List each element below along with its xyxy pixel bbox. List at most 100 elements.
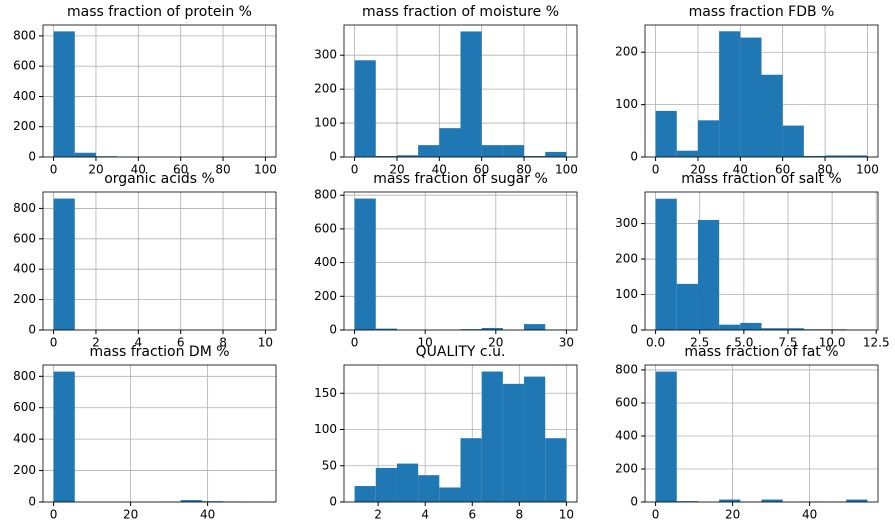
x-tick-label: 6	[177, 336, 185, 350]
chart-title: mass fraction of protein %	[67, 4, 252, 20]
histogram-bar	[460, 329, 482, 330]
y-tick-label: 400	[314, 255, 337, 269]
histogram-bar	[803, 155, 826, 157]
histogram-bar	[782, 125, 804, 157]
x-tick-label: 60	[474, 163, 489, 177]
x-tick-label: 12.5	[863, 336, 890, 350]
histogram-bar	[439, 487, 461, 502]
x-tick-label: 40	[802, 508, 817, 522]
y-tick-label: 400	[13, 89, 36, 103]
x-tick-label: 2	[92, 336, 100, 350]
x-tick-label: 60	[775, 163, 790, 177]
axes-frame	[644, 24, 879, 158]
y-tick-label: 600	[314, 221, 337, 235]
x-tick-label: 2.5	[690, 336, 709, 350]
x-tick-label: 100	[254, 163, 277, 177]
x-tick-label: 4	[421, 508, 429, 522]
histogram-bar	[481, 327, 503, 330]
y-tick-label: 0	[630, 323, 638, 337]
histogram-bar	[655, 198, 677, 330]
histogram-bar	[524, 376, 546, 502]
y-tick-label: 200	[314, 82, 337, 96]
x-tick-label: 10	[559, 508, 574, 522]
y-tick-label: 0	[329, 323, 337, 337]
histogram-bar	[375, 328, 397, 330]
x-tick-label: 10	[418, 336, 433, 350]
histogram-bar	[719, 499, 741, 502]
y-tick-label: 300	[314, 48, 337, 62]
histogram-bar	[719, 324, 741, 330]
y-tick-label: 200	[314, 289, 337, 303]
y-tick-label: 300	[615, 216, 638, 230]
histogram-bar	[676, 283, 698, 330]
histogram-bar	[396, 155, 419, 157]
y-tick-label: 800	[615, 362, 638, 376]
x-tick-label: 10.0	[819, 336, 846, 350]
y-tick-label: 800	[13, 201, 36, 215]
x-tick-label: 0	[652, 508, 660, 522]
chart-title: mass fraction of fat %	[684, 344, 838, 360]
histogram-bar	[396, 463, 419, 502]
x-tick-label: 0	[652, 163, 660, 177]
histogram-bar	[676, 150, 698, 157]
histogram-bar	[375, 155, 397, 157]
x-tick-label: 0.0	[646, 336, 665, 350]
histogram-bar	[545, 151, 567, 157]
y-tick-label: 600	[13, 59, 36, 73]
x-tick-label: 40	[733, 163, 748, 177]
chart-title: mass fraction of moisture %	[362, 4, 559, 20]
x-tick-label: 8	[219, 336, 227, 350]
histogram-bar	[375, 467, 397, 502]
histogram-bar	[481, 371, 503, 502]
axes-frame	[343, 24, 578, 158]
histogram-bar	[53, 371, 75, 502]
x-tick-label: 20	[88, 163, 103, 177]
histogram-bar	[825, 155, 847, 157]
y-tick-label: 200	[13, 292, 36, 306]
x-tick-label: 4	[134, 336, 142, 350]
y-tick-label: 800	[13, 28, 36, 42]
y-tick-label: 800	[13, 369, 36, 383]
histogram-bar	[524, 324, 546, 330]
x-tick-label: 40	[131, 163, 146, 177]
x-tick-label: 0	[50, 336, 58, 350]
chart-title: mass fraction of sugar %	[373, 171, 548, 187]
y-tick-label: 200	[615, 252, 638, 266]
x-tick-label: 0	[50, 508, 58, 522]
histogram-bar	[180, 500, 202, 502]
x-tick-label: 5.0	[734, 336, 753, 350]
histogram-bar	[460, 438, 482, 502]
x-tick-label: 20	[123, 508, 138, 522]
y-tick-label: 200	[615, 45, 638, 59]
histogram-bar	[655, 371, 677, 502]
histogram-bar	[524, 155, 546, 157]
axes-frame	[644, 191, 879, 331]
chart-title: mass fraction of salt %	[681, 171, 841, 187]
x-tick-label: 7.5	[778, 336, 797, 350]
x-tick-label: 0	[351, 163, 359, 177]
x-tick-label: 2	[374, 508, 382, 522]
chart-title: QUALITY c.u.	[416, 344, 506, 360]
histogram-bar	[418, 475, 440, 502]
axes-frame	[42, 191, 277, 331]
histogram-bar	[53, 31, 75, 158]
histogram-bar	[53, 198, 75, 330]
histogram-bar	[502, 145, 525, 157]
axes-frame	[343, 191, 578, 331]
y-tick-label: 0	[630, 150, 638, 164]
y-tick-label: 100	[314, 116, 337, 130]
histogram-bar	[782, 328, 804, 330]
chart-title: mass fraction FDB %	[689, 4, 835, 20]
histogram-bar	[354, 486, 376, 502]
histogram-bar	[846, 155, 868, 157]
x-tick-label: 8	[516, 508, 524, 522]
y-tick-label: 150	[314, 386, 337, 400]
axes-frame	[343, 364, 578, 503]
histogram-bar	[846, 499, 868, 502]
y-tick-label: 200	[13, 119, 36, 133]
histogram-bar	[439, 128, 461, 157]
y-tick-label: 0	[630, 495, 638, 509]
x-tick-label: 0	[351, 336, 359, 350]
